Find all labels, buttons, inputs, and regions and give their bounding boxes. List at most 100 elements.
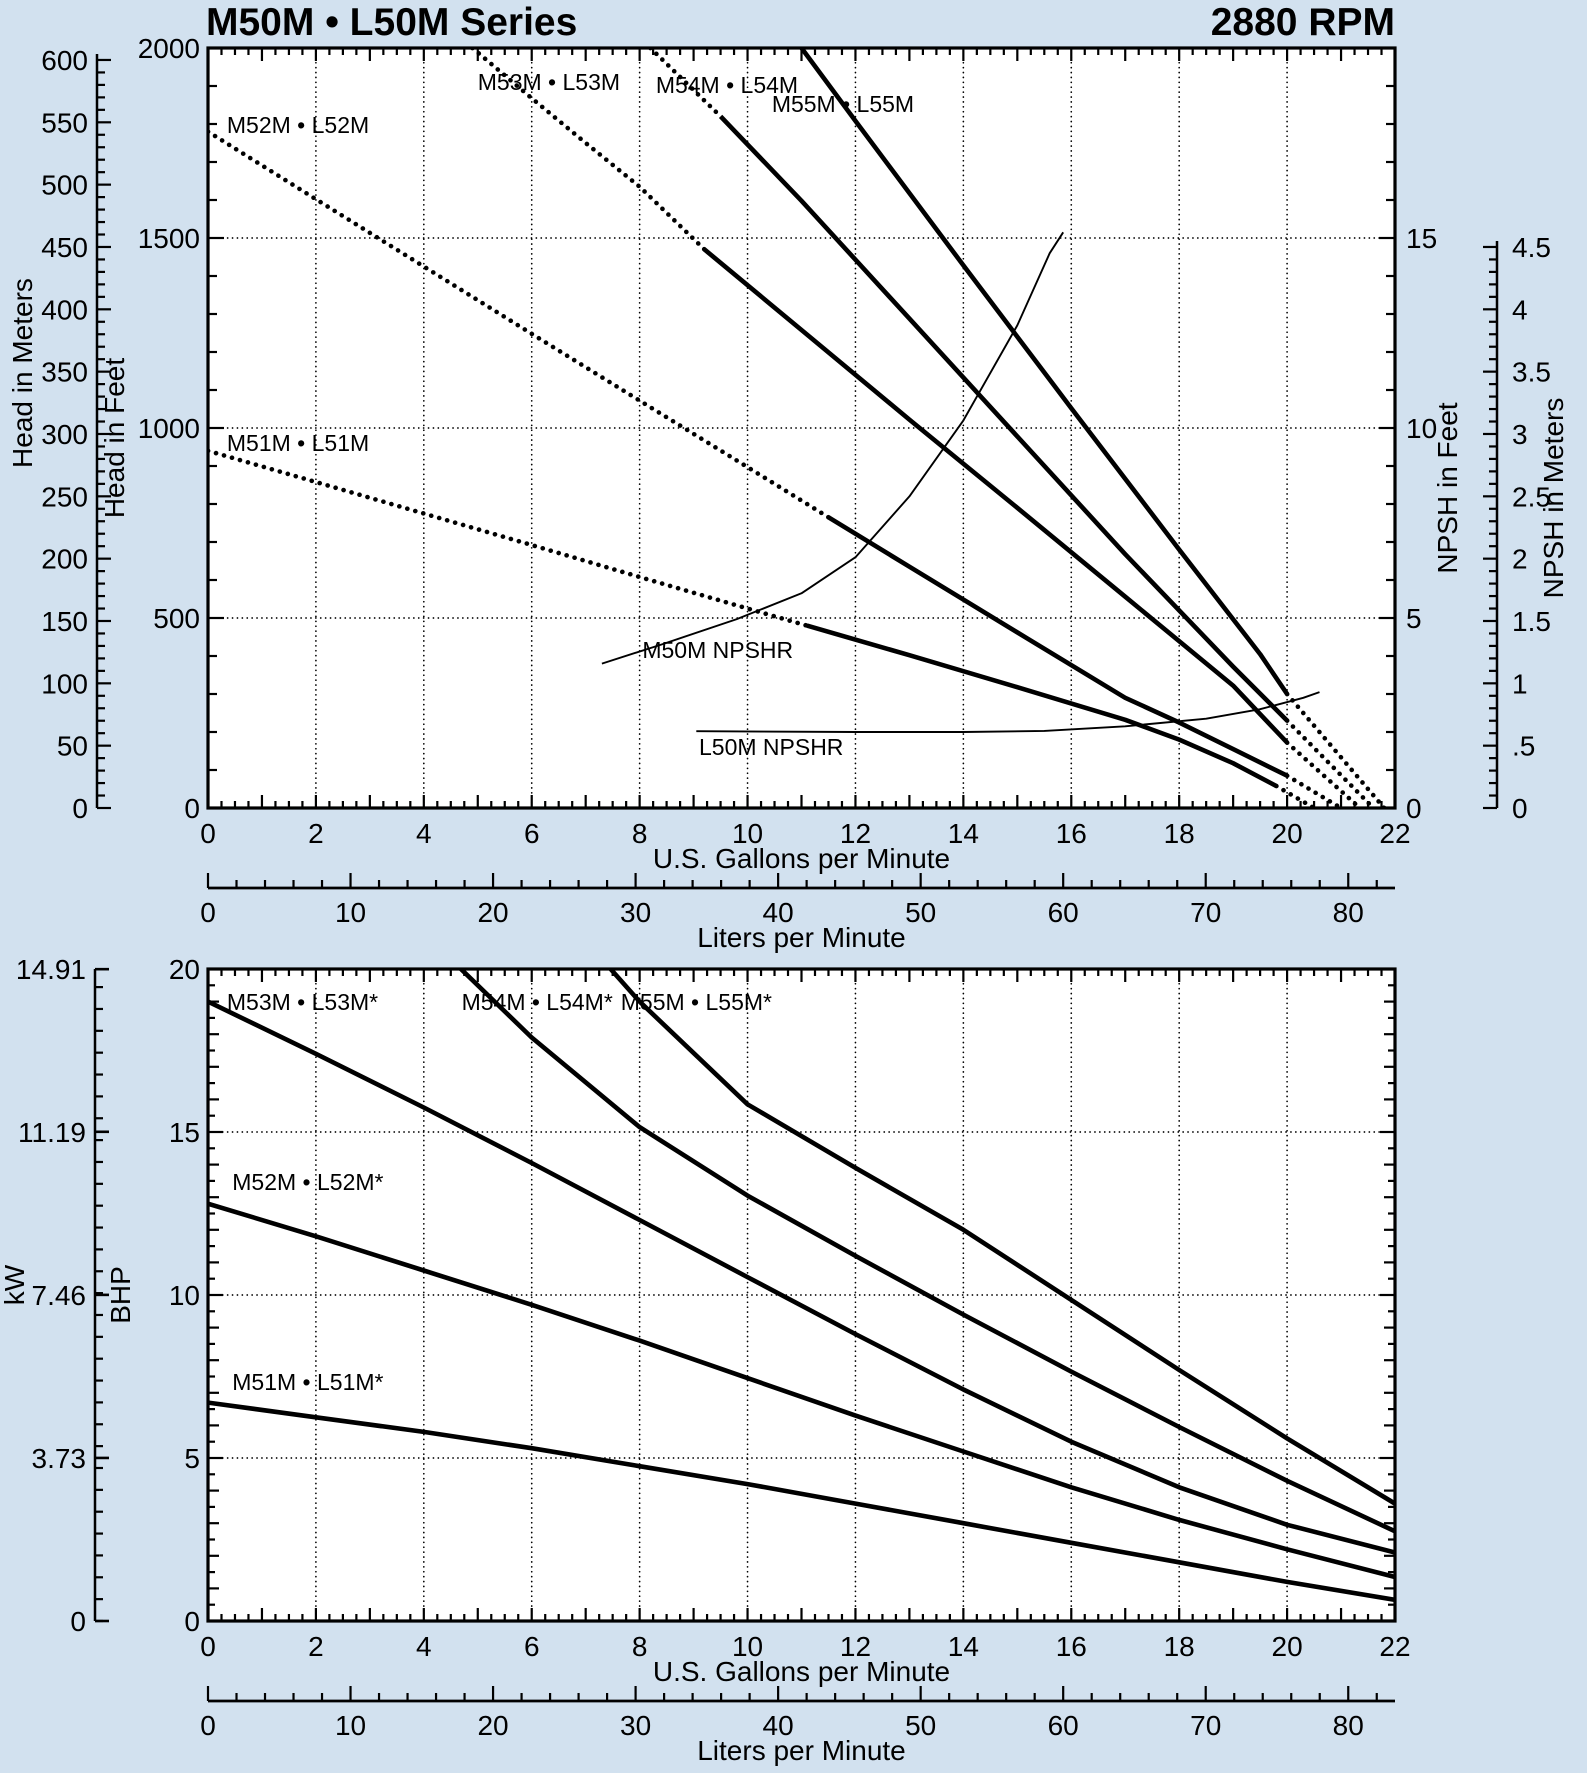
head-chart-ticks [220, 48, 1383, 808]
x-tick-label: 20 [1272, 818, 1303, 849]
npsh-m-tick-label: 0 [1512, 793, 1528, 824]
head-chart-curve-labels: M52M • L52M M51M • L51M M53M • L53M M54M • … [227, 69, 914, 760]
bhp-tick-label: 10 [169, 1280, 200, 1311]
meters-tick-label: 300 [41, 419, 88, 450]
x-tick-label: 8 [632, 818, 648, 849]
x-tick-label: 22 [1379, 1631, 1410, 1662]
npsh-m-tick-label: 4.5 [1512, 232, 1551, 263]
kw-tick-label: 11.19 [18, 1117, 86, 1148]
curve-label: M55M • L55M* [621, 989, 772, 1015]
feet-tick-label: 2000 [138, 33, 200, 64]
curve-M53M-L53M-solid [702, 247, 1289, 745]
npsh-feet-axis-title: NPSH in Feet [1432, 402, 1463, 573]
meters-tick-label: 0 [72, 793, 88, 824]
liters-tick-label: 80 [1333, 1710, 1364, 1741]
liters-tick-label: 70 [1190, 1710, 1221, 1741]
liters-tick-label: 10 [335, 897, 366, 928]
curve-label: L50M NPSHR [699, 734, 843, 760]
bhp-axis: 20 15 10 5 0 BHP [105, 954, 1395, 1637]
x-tick-label: 14 [948, 1631, 979, 1662]
meters-tick-label: 150 [41, 606, 88, 637]
curve-M54M-L54M-solid [718, 114, 1289, 723]
curve-M53M-L53M-dotted [470, 48, 707, 252]
head-chart: 0 2 4 6 8 10 12 14 16 18 20 22 U.S. Gallons per Minu… [99, 33, 1463, 953]
liters-tick-label: 70 [1190, 897, 1221, 928]
liters-axis-title: Liters per Minute [697, 1735, 906, 1766]
liters-tick-label: 40 [763, 897, 794, 928]
curve-M53M-L53M-dotted [1284, 740, 1363, 808]
curve-M52M-L52M-dotted [1284, 773, 1344, 808]
x-tick-label: 12 [840, 818, 871, 849]
curve-M51M-L51M--solid [208, 1400, 1395, 1603]
curve-M52M-L52M--solid [208, 1201, 1395, 1580]
feet-tick-label: 500 [153, 603, 200, 634]
page-title: M50M • L50M Series [206, 1, 578, 44]
npsh-feet-axis: 15 10 5 0 NPSH in Feet [1379, 84, 1463, 824]
curve-label: M50M NPSHR [642, 637, 793, 663]
kw-ruler: 14.91 11.19 7.46 3.73 0 kW [0, 954, 109, 1637]
curve-label: M53M • L53M [478, 69, 620, 95]
curve-M55M-L55M-solid [799, 48, 1290, 696]
x-tick-label: 22 [1379, 818, 1410, 849]
npsh-meters-axis-title: NPSH in Meters [1538, 398, 1569, 599]
rpm-label: 2880 RPM [1210, 1, 1395, 44]
x-tick-label: 12 [840, 1631, 871, 1662]
x-tick-label: 4 [416, 818, 432, 849]
curve-label: M51M • L51M* [232, 1369, 383, 1395]
head-meters-ruler: 0 50 100 150 200 250 300 350 400 450 500 550 600 Head… [7, 45, 111, 824]
meters-tick-label: 100 [41, 668, 88, 699]
curve-M52M-L52M-solid [827, 515, 1289, 778]
curve-label: M51M • L51M [227, 430, 369, 456]
meters-tick-label: 200 [41, 544, 88, 575]
feet-tick-label: 0 [184, 793, 200, 824]
x-tick-label: 6 [524, 818, 540, 849]
npsh-m-tick-label: 2.5 [1512, 481, 1551, 512]
curve-M50M-NPSHR-thin [601, 231, 1064, 665]
liters-tick-label: 50 [905, 1710, 936, 1741]
kw-tick-label: 3.73 [32, 1443, 87, 1474]
kw-tick-label: 7.46 [32, 1280, 87, 1311]
feet-tick-label: 1500 [138, 223, 200, 254]
meters-tick-label: 400 [41, 294, 88, 325]
kw-axis-title: kW [0, 1264, 30, 1305]
curve-M55M-L55M--solid [607, 969, 1395, 1506]
liters-tick-label: 60 [1048, 1710, 1079, 1741]
npsh-ft-tick-label: 10 [1406, 413, 1437, 444]
x-tick-label: 2 [308, 818, 324, 849]
curve-M52M-L52M-dotted [208, 129, 831, 520]
npsh-m-tick-label: 3.5 [1512, 357, 1551, 388]
head-chart-curves [208, 48, 1387, 808]
x-tick-label: 20 [1272, 1631, 1303, 1662]
x-tick-label: 18 [1164, 1631, 1195, 1662]
curve-M51M-L51M-dotted [1274, 783, 1317, 808]
x-tick-label: 18 [1164, 818, 1195, 849]
liters-axis-title: Liters per Minute [697, 922, 906, 953]
x-tick-label: 6 [524, 1631, 540, 1662]
x-tick-label: 14 [948, 818, 979, 849]
x-tick-label: 10 [732, 818, 763, 849]
power-chart-curves [208, 969, 1395, 1603]
power-chart-x-labels: 0 2 4 6 8 10 12 14 16 18 20 22 U.S. Gallons per Minu… [200, 1631, 1410, 1687]
x-axis-title: U.S. Gallons per Minute [653, 843, 950, 874]
x-tick-label: 4 [416, 1631, 432, 1662]
curve-M51M-L51M-solid [806, 623, 1278, 789]
liters-tick-label: 40 [763, 1710, 794, 1741]
x-tick-label: 16 [1056, 818, 1087, 849]
npsh-m-tick-label: 2 [1512, 544, 1528, 575]
head-chart-liters-axis: 0 10 20 30 40 50 60 70 80 Liters per Minute [200, 873, 1395, 953]
kw-tick-label: 14.91 [16, 954, 86, 985]
head-feet-axis-title: Head in Feet [99, 358, 130, 519]
head-meters-axis-title: Head in Meters [7, 278, 38, 468]
curve-label: M53M • L53M* [227, 989, 378, 1015]
npsh-m-tick-label: .5 [1512, 731, 1535, 762]
bhp-tick-label: 5 [184, 1443, 200, 1474]
liters-tick-label: 0 [200, 1710, 216, 1741]
liters-tick-label: 10 [335, 1710, 366, 1741]
head-chart-grid [207, 47, 1396, 809]
power-chart-liters-axis: 0 10 20 30 40 50 60 70 80 Liters per Minute [200, 1686, 1395, 1766]
npsh-m-tick-label: 1.5 [1512, 606, 1551, 637]
npsh-m-tick-label: 1 [1512, 668, 1528, 699]
liters-tick-label: 50 [905, 897, 936, 928]
